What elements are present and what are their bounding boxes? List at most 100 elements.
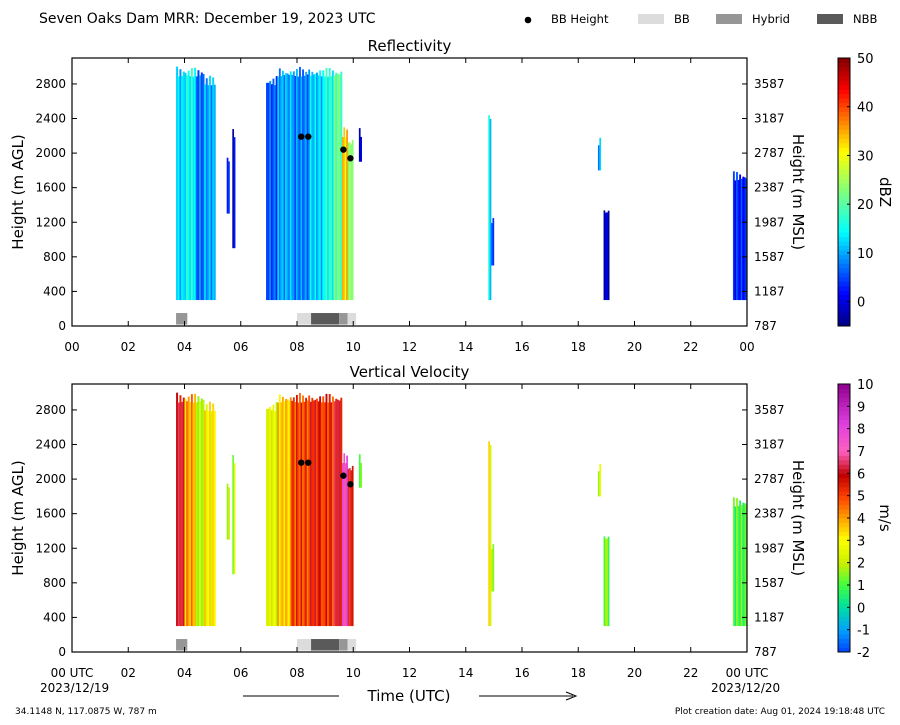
echo-strip <box>743 177 746 301</box>
colorbar-step <box>838 160 850 166</box>
echo-strip <box>333 401 336 627</box>
y-right-tick-label: 2387 <box>754 181 785 195</box>
echo-strip <box>491 549 493 592</box>
colorbar-step <box>838 433 850 438</box>
colorbar-label: dBZ <box>876 177 894 207</box>
legend-item: NBB <box>817 12 877 26</box>
echo-strip <box>338 400 341 627</box>
colorbar-step <box>838 102 850 108</box>
echo-column <box>342 127 348 301</box>
echo-strip <box>200 72 203 301</box>
echo-strip <box>176 392 179 627</box>
colorbar-step <box>838 290 850 296</box>
echo-column <box>226 157 230 214</box>
echo-strip <box>269 406 272 627</box>
echo-strip <box>187 396 190 627</box>
colorbar-step <box>838 272 850 278</box>
colorbar-step <box>838 580 850 586</box>
echo-strip <box>184 72 187 301</box>
bb-height-dot <box>347 155 354 162</box>
echo-strip <box>199 75 202 301</box>
echo-strip <box>350 144 353 301</box>
echo-strip <box>597 145 600 171</box>
echo-strip <box>316 72 318 301</box>
echo-column <box>732 171 748 301</box>
echo-column <box>342 453 348 627</box>
bright-band-segment <box>339 639 348 651</box>
colorbar-step <box>838 232 850 238</box>
echo-column <box>266 402 278 627</box>
x-tick-label: 14 <box>458 340 473 354</box>
colorbar-tick-label: 1 <box>857 579 865 594</box>
echo-strip <box>195 76 198 301</box>
colorbar-step <box>838 151 850 157</box>
colorbar-step <box>838 218 850 224</box>
colorbar-step <box>838 513 850 519</box>
legend-dot <box>524 16 532 24</box>
echo-column <box>603 210 610 301</box>
bright-band-segment <box>297 313 312 325</box>
echo-strip <box>308 69 311 301</box>
colorbar-step <box>838 473 850 479</box>
echo-strip <box>323 402 326 627</box>
colorbar-frame <box>837 57 851 327</box>
echo-strip <box>300 402 303 627</box>
echo-strip <box>232 129 235 249</box>
colorbar-step <box>838 276 850 282</box>
echo-strip <box>319 70 322 301</box>
legend-label: BB Height <box>551 12 609 26</box>
bb-height-dot <box>298 459 305 466</box>
bb-height-dot <box>298 133 305 140</box>
echo-column <box>488 115 492 301</box>
echo-strip <box>274 85 277 301</box>
echo-strip <box>277 76 280 301</box>
echo-strip <box>331 396 334 627</box>
colorbar-step <box>838 428 850 434</box>
echo-strip <box>232 455 235 575</box>
colorbar-step <box>838 312 850 318</box>
echo-strip <box>179 69 182 301</box>
y-right-tick-label: 787 <box>754 319 777 333</box>
legend-label: NBB <box>853 12 877 26</box>
colorbar-step <box>838 147 850 153</box>
echo-strip <box>286 73 289 301</box>
echo-strip <box>491 223 493 266</box>
colorbar-step <box>838 227 850 233</box>
colorbar-step <box>838 120 850 126</box>
echo-strip <box>328 394 331 627</box>
echo-strip <box>314 73 317 301</box>
y-tick-label: 800 <box>43 250 66 264</box>
y-right-tick-label: 3187 <box>754 438 785 452</box>
echo-strip <box>342 463 344 627</box>
location-note: 34.1148 N, 117.0875 W, 787 m <box>15 707 157 717</box>
x-tick-label: 12 <box>402 666 417 680</box>
echo-strip <box>322 396 325 627</box>
y-tick-label: 2800 <box>35 403 66 417</box>
colorbar-step <box>838 495 850 501</box>
echo-strip <box>333 75 336 301</box>
bright-band-segment <box>297 639 312 651</box>
colorbar-step <box>838 241 850 246</box>
echo-column <box>358 454 362 488</box>
bright-band-segment <box>311 639 340 651</box>
colorbar-step <box>838 214 850 220</box>
echo-strip <box>336 73 339 301</box>
echo-strip <box>745 504 748 627</box>
colorbar: 0 10 20 30 40 50 dBZ <box>837 52 894 327</box>
y-right-tick-label: 1587 <box>754 250 785 264</box>
echo-strip <box>274 411 277 627</box>
echo-strip <box>360 136 362 162</box>
echo-strip <box>291 74 294 301</box>
colorbar-step <box>838 174 850 179</box>
x-tick-label: 08 <box>289 666 304 680</box>
echo-strip <box>233 463 236 575</box>
panel-title: Vertical Velocity <box>350 363 470 381</box>
colorbar-step <box>838 138 850 144</box>
colorbar-step <box>838 571 850 577</box>
echo-strip <box>283 75 286 301</box>
colorbar-step <box>838 616 850 622</box>
colorbar-step <box>838 299 850 305</box>
echo-strip <box>270 410 273 627</box>
bright-band-segment <box>311 313 340 325</box>
echo-strip <box>604 538 607 627</box>
